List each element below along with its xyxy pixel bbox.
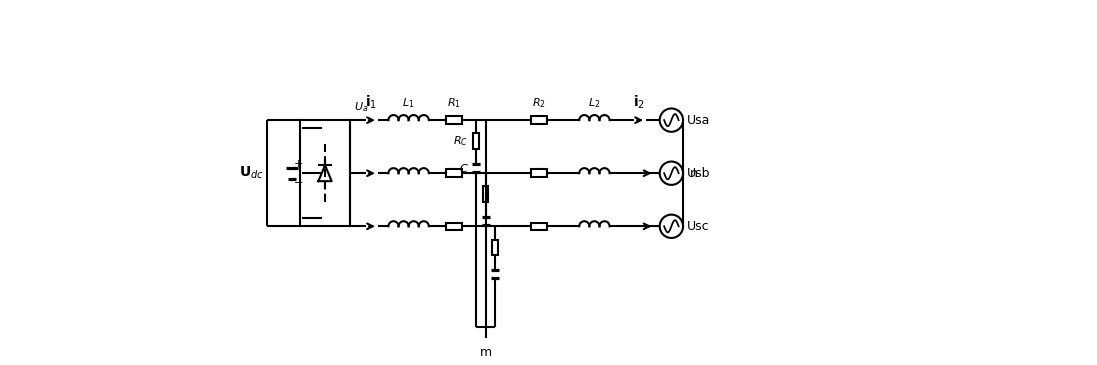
Text: −: − [294, 178, 304, 188]
Bar [483, 187, 488, 203]
Text: n: n [689, 167, 698, 180]
Text: $\mathbf{i}_2$: $\mathbf{i}_2$ [633, 94, 646, 111]
Text: +: + [294, 159, 304, 169]
Text: $U_{a}$: $U_{a}$ [354, 100, 369, 114]
Text: $R_2$: $R_2$ [532, 96, 545, 110]
Text: $R_C$: $R_C$ [453, 134, 468, 148]
Bar [445, 116, 462, 124]
Text: $R_1$: $R_1$ [446, 96, 461, 110]
Bar [493, 239, 498, 255]
Bar [474, 133, 478, 149]
Bar [531, 169, 546, 177]
Text: $C$: $C$ [459, 162, 468, 174]
Bar [531, 116, 546, 124]
Text: $L_1$: $L_1$ [403, 96, 415, 110]
Bar [445, 223, 462, 230]
Text: Usc: Usc [687, 220, 710, 233]
Text: $\mathbf{i}_1$: $\mathbf{i}_1$ [365, 94, 377, 111]
Text: Usa: Usa [687, 114, 710, 127]
Text: U$_{dc}$: U$_{dc}$ [239, 165, 263, 181]
Bar [445, 169, 462, 177]
Text: Usb: Usb [687, 167, 710, 180]
Text: m: m [479, 346, 491, 359]
Bar [299, 120, 350, 226]
Text: $L_2$: $L_2$ [588, 96, 600, 110]
Bar [531, 223, 546, 230]
